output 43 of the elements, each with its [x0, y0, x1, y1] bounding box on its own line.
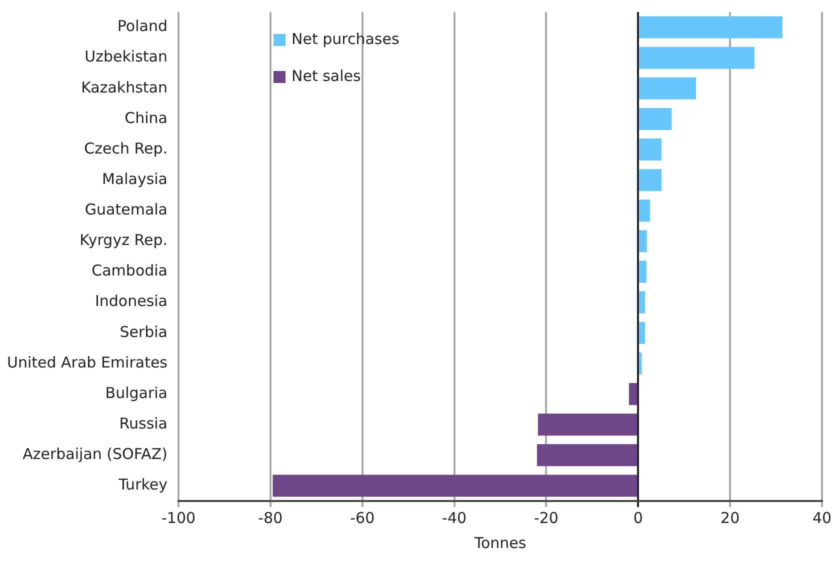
x-tick-label: -80 — [258, 508, 283, 527]
bar — [639, 291, 646, 314]
bar — [639, 230, 647, 252]
y-tick-label: Azerbaijan (SOFAZ) — [22, 445, 168, 464]
x-tick-label: -20 — [534, 508, 558, 527]
x-tick-label: 0 — [633, 508, 643, 527]
y-tick-label: Malaysia — [102, 170, 168, 188]
legend-label: Net sales — [292, 66, 362, 85]
bar — [639, 16, 782, 38]
x-tick-label: 20 — [720, 508, 740, 527]
y-tick-label: Russia — [119, 414, 168, 432]
x-tick-label: -60 — [350, 508, 375, 527]
bar — [628, 383, 638, 406]
y-tick-label: Cambodia — [92, 262, 168, 280]
legend-label: Net purchases — [292, 30, 400, 48]
bar — [639, 108, 672, 130]
bar — [639, 46, 754, 69]
y-tick-label: United Arab Emirates — [6, 353, 168, 372]
y-tick-label: Kazakhstan — [81, 78, 168, 96]
y-tick-label: Poland — [117, 17, 168, 36]
bar — [639, 200, 650, 222]
bar — [639, 352, 642, 374]
y-tick-label: Bulgaria — [105, 384, 168, 402]
bar — [639, 138, 662, 161]
x-tick-label: -100 — [161, 508, 196, 527]
bar — [639, 169, 662, 192]
y-tick-label: Kyrgyz Rep. — [80, 231, 168, 250]
y-tick-label: Turkey — [118, 476, 168, 494]
bar — [639, 77, 696, 100]
bar — [639, 260, 646, 283]
y-tick-label: Serbia — [120, 322, 168, 341]
bar — [537, 444, 638, 466]
x-axis-title: Tonnes — [473, 534, 526, 552]
bar — [639, 322, 646, 344]
y-tick-label: Guatemala — [84, 200, 168, 219]
x-tick-label: 40 — [812, 508, 832, 527]
y-tick-label: Uzbekistan — [84, 48, 168, 66]
y-tick-label: Czech Rep. — [84, 139, 168, 158]
bar — [272, 474, 638, 497]
x-tick-label: -40 — [442, 508, 467, 527]
bar — [538, 414, 638, 436]
y-tick-label: China — [124, 108, 168, 127]
y-tick-label: Indonesia — [94, 292, 168, 310]
